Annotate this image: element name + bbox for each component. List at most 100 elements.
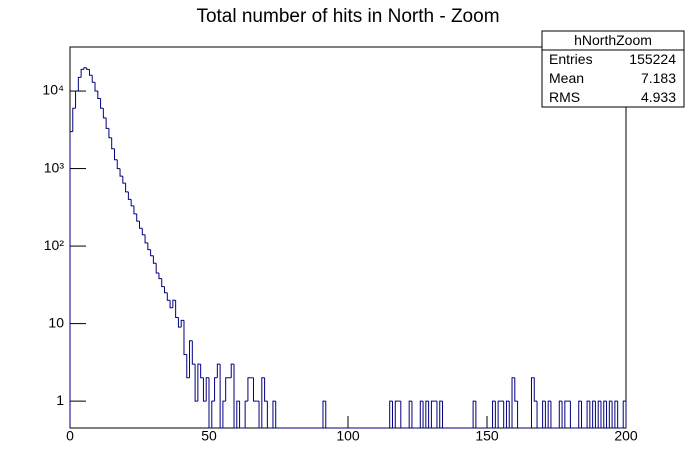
- histogram-bin: [511, 377, 515, 428]
- histogram-bin: [542, 400, 546, 428]
- histogram-bin: [592, 400, 596, 428]
- histogram-bin: [108, 128, 112, 139]
- histogram-bin: [119, 168, 123, 177]
- stats-value: 155224: [629, 51, 676, 67]
- histogram-bin: [133, 205, 137, 215]
- histogram-bin: [100, 98, 104, 109]
- stats-label: Mean: [549, 70, 584, 86]
- histogram-bin: [113, 148, 118, 161]
- stats-value: 4.933: [641, 89, 676, 105]
- histogram-bin: [155, 263, 159, 274]
- histogram-bin: [275, 401, 279, 429]
- histogram-bin: [247, 377, 251, 402]
- histogram-bin: [244, 400, 248, 428]
- histogram-bin: [508, 401, 513, 429]
- stats-box: [541, 30, 685, 108]
- y-tick-label: 10: [48, 314, 64, 330]
- y-tick-label: 10²: [44, 237, 65, 253]
- histogram-bin: [189, 340, 193, 378]
- histogram-bin: [439, 400, 443, 428]
- histogram-bin: [202, 377, 207, 402]
- y-tick-label: 1: [56, 392, 64, 408]
- histogram-bin: [152, 255, 157, 264]
- histogram-bin: [578, 400, 582, 428]
- histogram-bin: [503, 401, 507, 429]
- histogram-bin: [475, 401, 479, 429]
- histogram-bin: [130, 199, 134, 207]
- histogram-bin: [222, 400, 226, 428]
- histogram-bin: [411, 401, 415, 429]
- histogram-bin: [533, 377, 538, 402]
- histogram-bin: [86, 67, 90, 70]
- histogram-bin: [422, 401, 426, 429]
- histogram-bin: [550, 401, 554, 429]
- histogram-bin: [144, 234, 148, 244]
- histogram-bin: [75, 90, 79, 109]
- histogram-bin: [589, 401, 593, 429]
- histogram-bin: [603, 400, 607, 428]
- x-tick-label: 0: [66, 428, 74, 444]
- histogram-bin: [205, 377, 209, 402]
- histogram-bin: [594, 401, 599, 429]
- histogram-bin: [111, 137, 115, 150]
- histogram-bin: [214, 377, 218, 402]
- stats-label: Entries: [549, 51, 593, 67]
- histogram-bin: [186, 354, 190, 379]
- histogram-bin: [614, 400, 618, 428]
- histogram-bin: [208, 377, 212, 429]
- histogram-bin: [492, 400, 496, 428]
- histogram-bin: [600, 401, 604, 429]
- histogram-bin: [180, 319, 184, 328]
- histogram-bin: [494, 401, 499, 429]
- histogram-bin: [200, 364, 204, 379]
- histogram-bin: [617, 401, 621, 429]
- histogram-bin: [77, 76, 82, 92]
- histogram-bin: [219, 364, 223, 429]
- histogram-bin: [536, 401, 540, 429]
- histogram-bin: [225, 377, 229, 402]
- histogram-bin: [581, 401, 585, 429]
- histogram-bin: [127, 191, 132, 200]
- histogram-bin: [166, 292, 171, 301]
- histogram-bin: [94, 82, 98, 92]
- histogram-bin: [72, 107, 76, 132]
- histogram-bin: [586, 400, 590, 428]
- histogram-bin: [472, 400, 476, 428]
- histogram-bin: [230, 363, 235, 378]
- histogram-bin: [147, 242, 151, 251]
- histogram-bin: [530, 377, 535, 428]
- histogram-bin: [239, 401, 243, 429]
- histogram-bin: [169, 300, 173, 309]
- x-tick-label: 150: [475, 428, 499, 444]
- histogram-bin: [80, 68, 84, 78]
- histogram-bin: [105, 117, 109, 129]
- histogram-bin: [233, 364, 237, 429]
- histogram-bin: [172, 299, 176, 308]
- histogram-bin: [158, 272, 162, 280]
- histogram-bin: [88, 69, 93, 76]
- histogram-bin: [425, 400, 429, 428]
- histogram-bin: [177, 317, 182, 328]
- histogram-bin: [428, 401, 432, 429]
- histogram-bin: [497, 400, 501, 428]
- histogram-bin: [505, 400, 510, 428]
- histogram-bin: [69, 131, 73, 428]
- histogram-bin: [175, 300, 179, 318]
- histogram-bin: [608, 400, 613, 428]
- histogram-bin: [597, 400, 601, 428]
- histogram-bin: [116, 159, 121, 170]
- y-tick-label: 10⁴: [42, 82, 64, 98]
- histogram-bin: [436, 401, 440, 429]
- histogram-bin: [544, 401, 549, 429]
- stats-title: hNorthZoom: [574, 32, 652, 48]
- histogram-bin: [558, 400, 563, 428]
- histogram-bin: [91, 75, 96, 83]
- histogram-bin: [325, 401, 329, 429]
- histogram-bin: [517, 401, 521, 429]
- histogram-bin: [322, 400, 326, 428]
- histogram-bin: [547, 400, 551, 428]
- histogram-bin: [514, 377, 518, 402]
- histogram-bin: [611, 401, 615, 429]
- stats-value: 7.183: [641, 70, 676, 86]
